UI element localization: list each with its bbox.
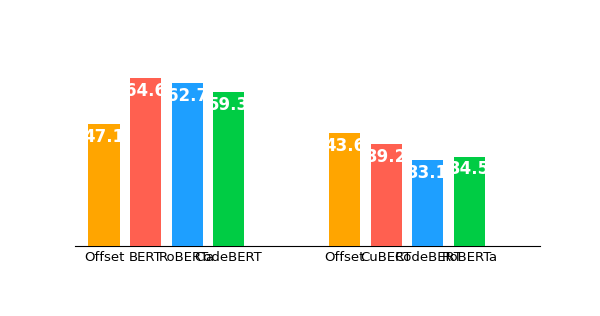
- Text: 43.6: 43.6: [325, 137, 365, 155]
- Bar: [213, 92, 244, 246]
- Bar: [329, 133, 361, 246]
- Text: 34.5: 34.5: [449, 161, 490, 179]
- Bar: [412, 160, 443, 246]
- Bar: [172, 83, 203, 246]
- Text: 59.3: 59.3: [208, 96, 249, 114]
- Bar: [454, 156, 485, 246]
- Bar: [371, 144, 402, 246]
- Bar: [130, 78, 161, 246]
- Bar: [88, 124, 119, 246]
- Text: 33.1: 33.1: [407, 164, 448, 182]
- Text: 62.7: 62.7: [167, 87, 208, 105]
- Text: 47.1: 47.1: [83, 128, 125, 146]
- Text: 64.6: 64.6: [125, 82, 166, 100]
- Text: 39.2: 39.2: [366, 148, 407, 166]
